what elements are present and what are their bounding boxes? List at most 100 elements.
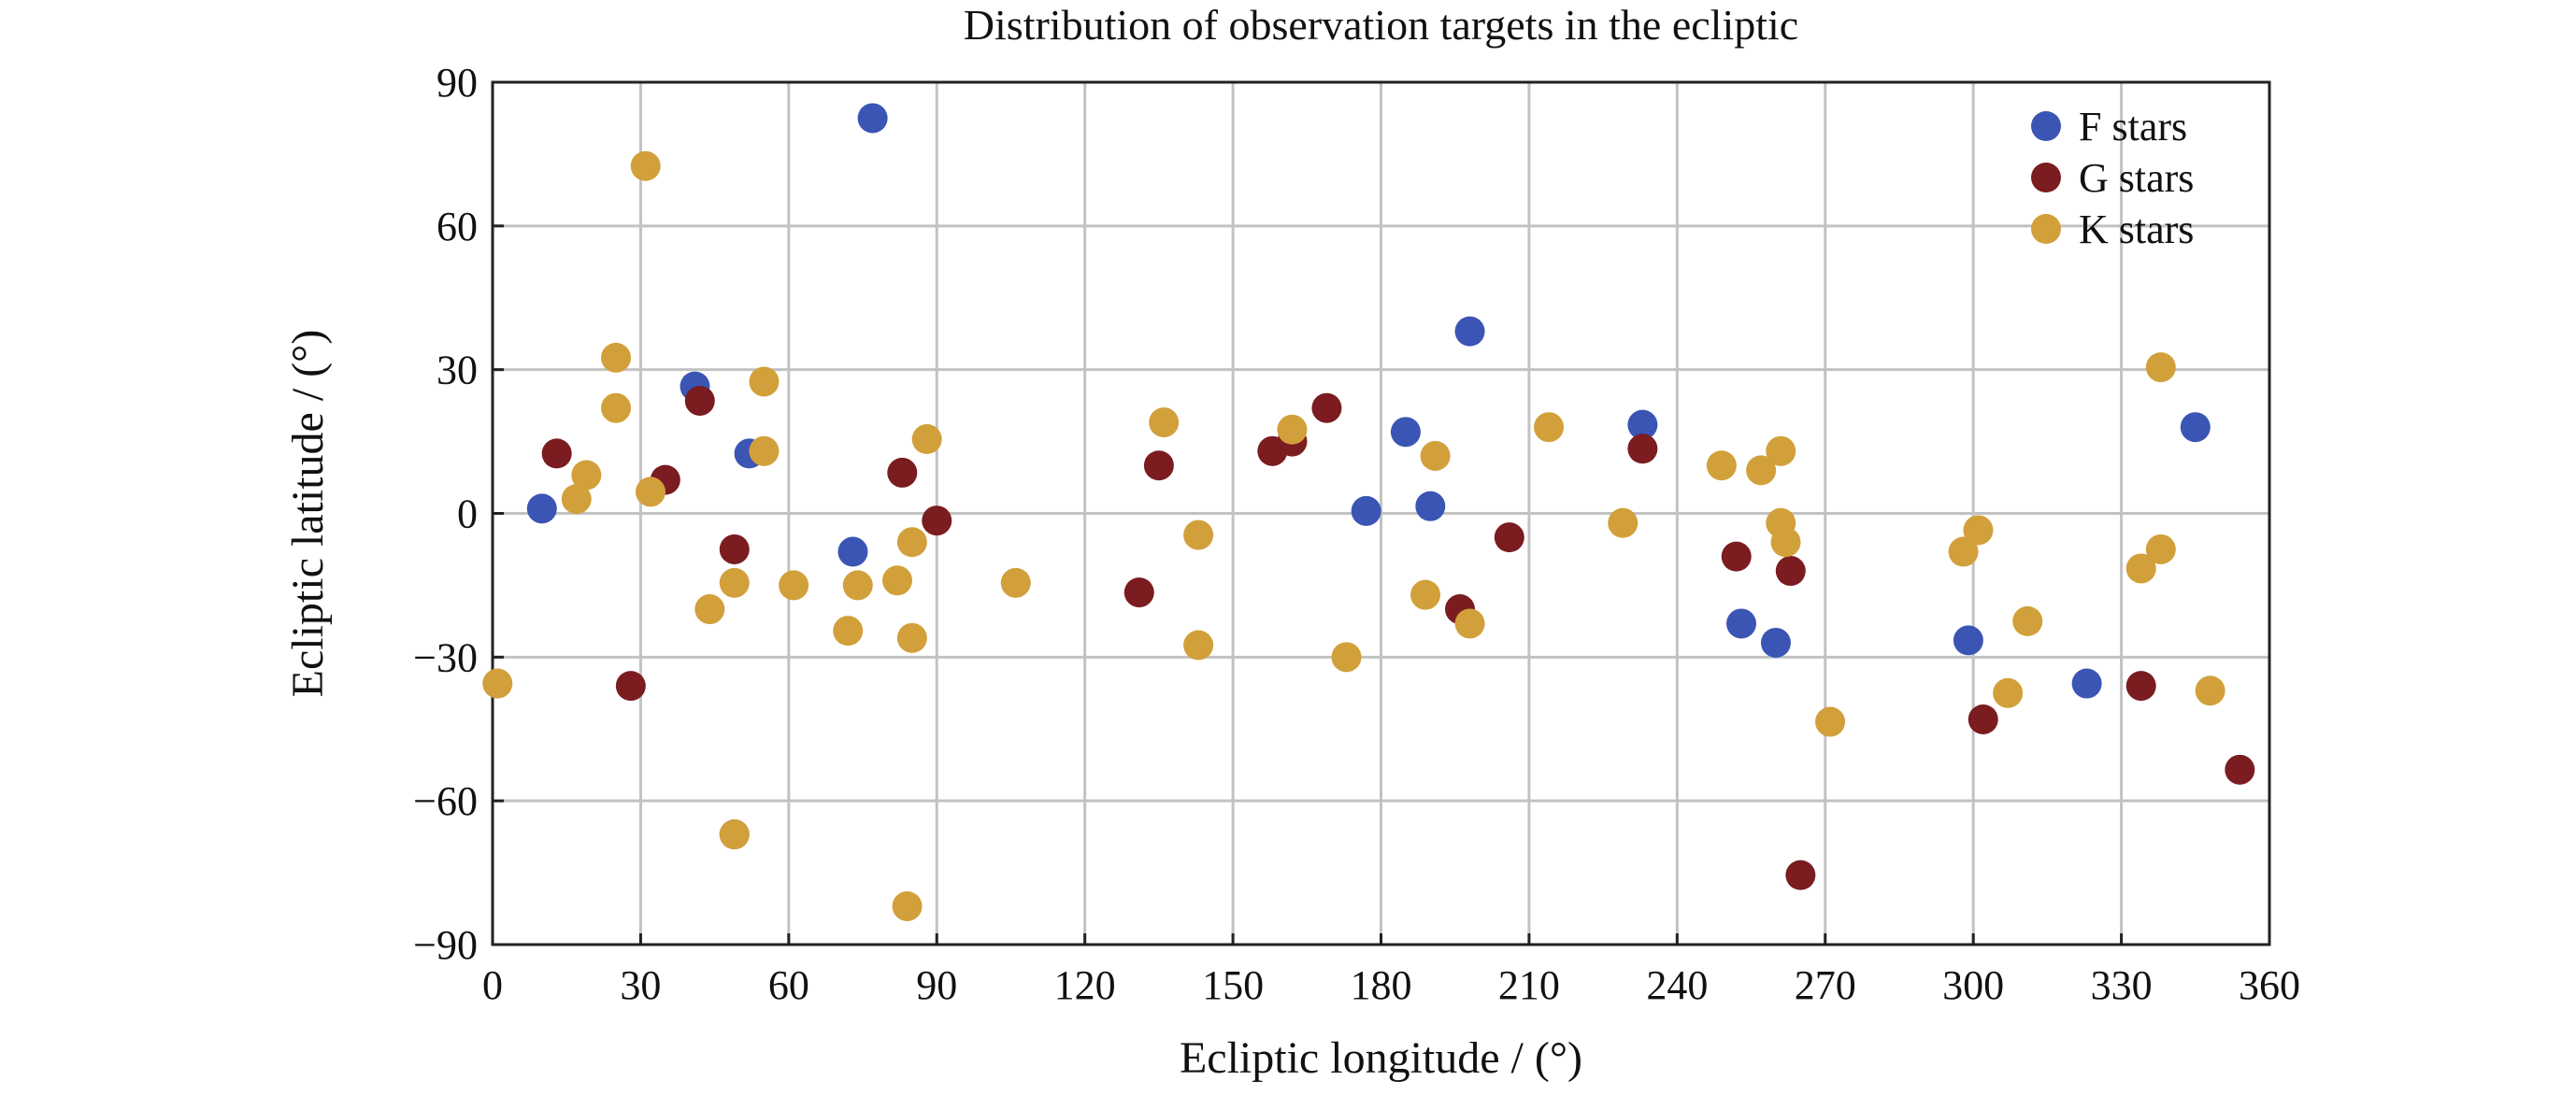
k-stars-point: [719, 819, 750, 850]
y-tick-label: −30: [413, 634, 478, 680]
k-stars-point: [601, 342, 632, 373]
g-stars-point: [887, 457, 918, 488]
chart-title: Distribution of observation targets in t…: [964, 1, 1798, 49]
k-stars-point: [833, 616, 864, 647]
k-stars-point: [694, 594, 725, 625]
k-stars-point: [561, 484, 592, 515]
k-stars-point: [1770, 527, 1801, 558]
k-stars-point: [842, 570, 873, 601]
y-tick-label: −90: [413, 922, 478, 968]
k-stars-point: [749, 435, 780, 466]
legend-label-g-stars: G stars: [2079, 155, 2194, 201]
f-stars-point: [1760, 627, 1791, 658]
f-stars-point: [2071, 668, 2102, 699]
k-stars-point: [1608, 507, 1639, 538]
x-tick-label: 90: [916, 962, 957, 1008]
grid: [491, 80, 2271, 946]
k-stars-point: [2145, 533, 2176, 564]
k-stars-point: [1183, 519, 1214, 550]
f-stars-point: [1627, 409, 1658, 440]
g-stars-point: [719, 533, 750, 564]
y-tick-label: −60: [413, 778, 478, 824]
k-stars-point: [749, 366, 780, 397]
k-stars-point: [1993, 677, 2024, 708]
g-stars-point: [1311, 392, 1342, 423]
y-tick-label: 0: [457, 491, 478, 537]
y-tick-label: 90: [436, 60, 478, 106]
g-stars-point: [1123, 577, 1154, 608]
k-stars-point: [1454, 608, 1485, 639]
k-stars-point: [2012, 605, 2043, 636]
k-stars-point: [1277, 414, 1308, 445]
g-stars-point: [2225, 754, 2255, 785]
g-stars-point: [615, 671, 646, 702]
x-tick-label: 330: [2091, 962, 2153, 1008]
k-stars-point: [482, 668, 513, 699]
legend-marker-k-stars: [2031, 214, 2061, 244]
x-tick-label: 180: [1351, 962, 1412, 1008]
legend: F stars G stars K stars: [2031, 104, 2194, 252]
k-stars-point: [635, 476, 665, 507]
k-stars-point: [1420, 440, 1451, 471]
x-tick-label: 300: [1942, 962, 2004, 1008]
k-stars-point: [896, 527, 927, 558]
f-stars-point: [837, 536, 868, 567]
x-axis-title: Ecliptic longitude / (°): [1180, 1033, 1582, 1083]
k-stars-point: [1766, 435, 1796, 466]
k-stars-point: [1000, 567, 1031, 598]
x-tick-label: 270: [1795, 962, 1856, 1008]
f-stars-point: [1953, 625, 1983, 656]
k-stars-point: [1948, 536, 1979, 567]
k-stars-point: [1706, 450, 1737, 481]
k-stars-point: [2125, 553, 2156, 584]
k-stars-point: [1331, 642, 1362, 673]
x-tick-label: 150: [1202, 962, 1264, 1008]
data-points: [482, 103, 2255, 921]
f-stars-point: [1454, 316, 1485, 347]
x-tick-label: 60: [768, 962, 809, 1008]
x-tick-label: 240: [1646, 962, 1708, 1008]
axis-ticks: 0 30 60 90 120 150 180 210 240 270 300 330 360906030…: [413, 60, 2300, 1008]
g-stars-point: [1494, 522, 1524, 553]
legend-label-k-stars: K stars: [2079, 206, 2194, 252]
f-stars-point: [1390, 417, 1421, 448]
legend-marker-f-stars: [2031, 111, 2061, 141]
k-stars-point: [1746, 455, 1777, 486]
g-stars-point: [1968, 704, 1998, 734]
k-stars-point: [1963, 515, 1994, 546]
k-stars-point: [1534, 412, 1565, 443]
f-stars-point: [1415, 491, 1446, 521]
k-stars-point: [1183, 630, 1214, 661]
g-stars-point: [2125, 671, 2156, 702]
k-stars-point: [719, 567, 750, 598]
x-tick-label: 360: [2239, 962, 2300, 1008]
legend-label-f-stars: F stars: [2079, 104, 2187, 149]
g-stars-point: [1143, 450, 1174, 481]
k-stars-point: [571, 460, 602, 491]
g-stars-point: [541, 438, 572, 469]
f-stars-point: [1725, 608, 1756, 639]
f-stars-point: [1351, 495, 1381, 526]
f-stars-point: [526, 493, 557, 524]
g-stars-point: [1721, 541, 1752, 572]
k-stars-point: [896, 622, 927, 653]
k-stars-point: [1410, 579, 1441, 610]
k-stars-point: [779, 570, 809, 601]
g-stars-point: [1775, 556, 1806, 587]
k-stars-point: [911, 424, 942, 455]
k-stars-point: [1149, 407, 1180, 438]
x-tick-label: 210: [1498, 962, 1560, 1008]
x-tick-label: 120: [1054, 962, 1116, 1008]
g-stars-point: [684, 385, 715, 416]
y-axis-title: Ecliptic latitude / (°): [283, 330, 333, 698]
legend-marker-g-stars: [2031, 163, 2061, 192]
k-stars-point: [882, 565, 913, 596]
k-stars-point: [601, 392, 632, 423]
k-stars-point: [892, 890, 923, 921]
g-stars-point: [922, 505, 952, 536]
g-stars-point: [1785, 860, 1816, 890]
g-stars-point: [1627, 434, 1658, 464]
y-tick-label: 30: [436, 348, 478, 393]
